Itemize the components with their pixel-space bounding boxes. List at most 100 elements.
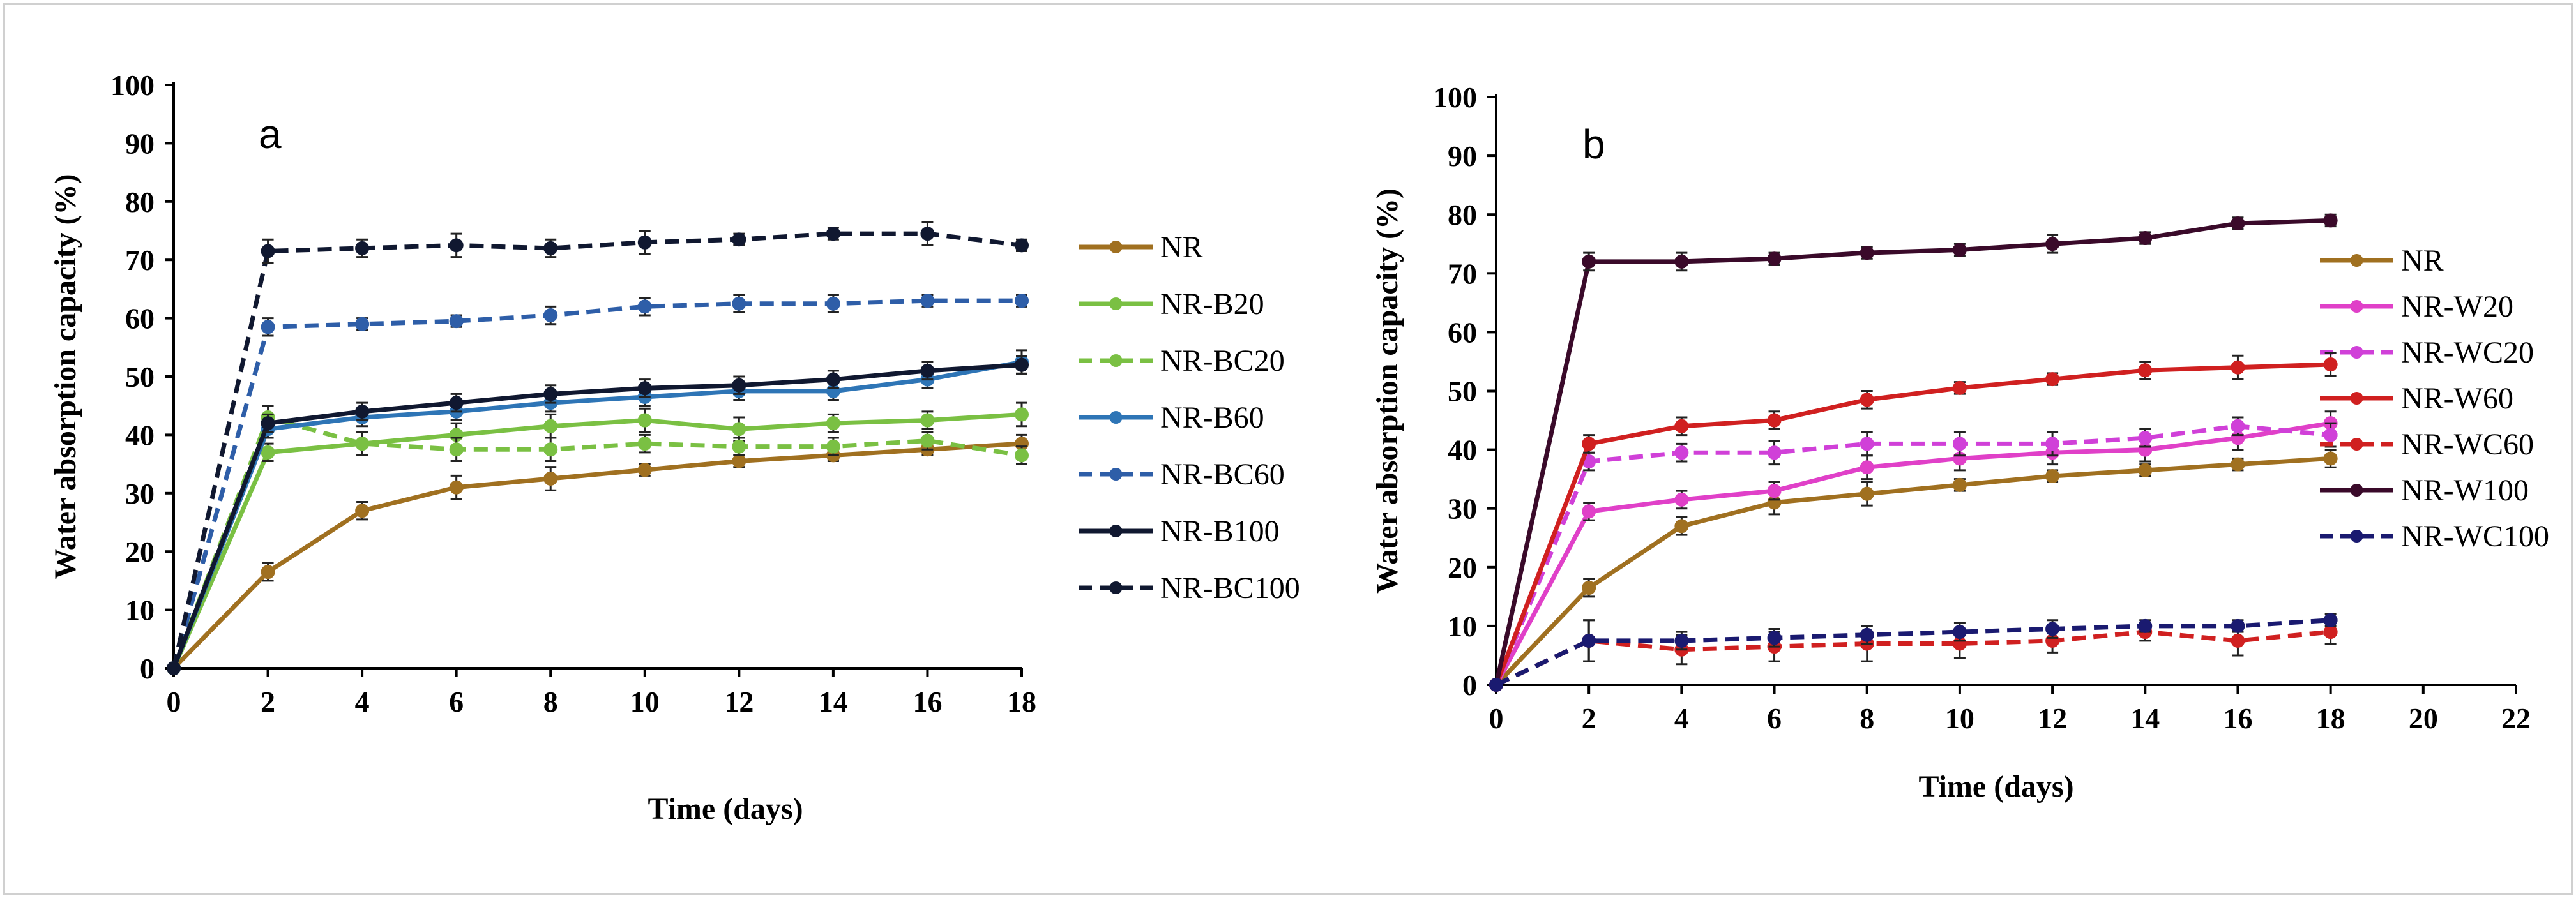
data-point: [449, 480, 464, 495]
data-point: [1582, 437, 1596, 451]
data-point: [2231, 419, 2245, 433]
x-tick-label: 18: [2316, 702, 2345, 735]
y-tick-label: 100: [1433, 81, 1477, 114]
series-line: [171, 415, 1022, 670]
x-axis-title: Time (days): [1918, 770, 2073, 804]
y-tick-label: 70: [1448, 257, 1477, 290]
series-line: [171, 359, 1022, 670]
data-point: [449, 314, 464, 329]
data-point: [637, 235, 652, 250]
legend-marker: [1109, 525, 1123, 537]
data-point: [826, 296, 840, 311]
data-point: [1767, 413, 1782, 428]
x-tick-label: 6: [1767, 702, 1782, 735]
x-tick-label: 16: [2223, 702, 2252, 735]
y-tick-label: 50: [125, 361, 155, 393]
data-point: [1674, 492, 1689, 507]
x-tick-label: 10: [1945, 702, 1974, 735]
x-tick-label: 6: [449, 685, 464, 718]
y-tick-label: 30: [1448, 493, 1477, 525]
data-point: [2231, 457, 2245, 472]
data-point: [543, 387, 558, 401]
data-point: [1952, 380, 1967, 395]
series-line: [1495, 629, 2331, 687]
x-tick-label: 0: [167, 685, 181, 718]
data-point: [261, 565, 275, 580]
series-nr: [1489, 449, 2338, 692]
data-point: [2323, 357, 2338, 372]
x-tick-label: 10: [630, 685, 660, 718]
y-tick-label: 90: [125, 127, 155, 160]
data-point: [2231, 216, 2245, 231]
data-point: [1767, 484, 1782, 498]
legend-label: NR-BC20: [1160, 344, 1285, 378]
series-line: [172, 441, 1022, 670]
y-tick-label: 20: [125, 535, 155, 568]
data-point: [1860, 627, 1874, 642]
x-tick-label: 8: [543, 685, 558, 718]
legend-label: NR: [1160, 230, 1203, 264]
data-point: [1582, 633, 1596, 648]
series-nr-wc20: [1489, 416, 2338, 692]
data-point: [1674, 633, 1689, 648]
data-point: [732, 422, 746, 437]
x-tick-label: 16: [913, 685, 942, 718]
data-point: [355, 317, 370, 331]
data-point: [167, 661, 181, 675]
data-point: [1489, 678, 1503, 692]
y-tick-label: 70: [125, 244, 155, 276]
data-point: [1767, 251, 1782, 266]
legend-marker: [2350, 530, 2363, 543]
legend-marker: [1109, 354, 1123, 367]
data-point: [2231, 633, 2245, 648]
data-point: [1582, 581, 1596, 595]
y-tick-label: 10: [125, 594, 155, 627]
data-point: [826, 439, 840, 454]
data-point: [826, 227, 840, 241]
series-line: [171, 363, 1022, 670]
series-line: [171, 298, 1022, 669]
data-point: [637, 437, 652, 451]
y-tick-label: 40: [1448, 434, 1477, 467]
legend-marker: [2350, 300, 2363, 313]
series-line: [171, 412, 1022, 670]
data-point: [543, 241, 558, 255]
data-point: [2323, 428, 2338, 442]
x-tick-label: 4: [1674, 702, 1689, 735]
legend-label: NR-WC20: [2401, 336, 2534, 370]
data-point: [920, 363, 935, 378]
data-point: [261, 445, 275, 460]
data-point: [449, 396, 464, 410]
series-nr-w60: [1489, 352, 2338, 692]
data-point: [732, 296, 746, 311]
data-point: [1860, 486, 1874, 501]
legend-marker: [2350, 346, 2363, 359]
legend-label: NR-W60: [2401, 382, 2513, 415]
data-point: [2323, 451, 2338, 466]
data-point: [2045, 372, 2060, 387]
legend-marker: [1109, 297, 1123, 310]
data-point: [1952, 243, 1967, 257]
data-point: [732, 232, 746, 247]
series-nr-w100: [1489, 213, 2338, 692]
x-tick-label: 2: [1582, 702, 1596, 735]
series-line: [1494, 362, 2331, 686]
x-tick-label: 20: [2409, 702, 2438, 735]
y-tick-label: 40: [125, 419, 155, 451]
y-tick-label: 60: [125, 303, 155, 335]
legend-marker: [1109, 241, 1123, 253]
panel-letter: b: [1582, 121, 1605, 167]
data-point: [2138, 463, 2153, 477]
series-nr-bc100: [167, 221, 1029, 675]
data-point: [1952, 437, 1967, 451]
y-tick-label: 90: [1448, 140, 1477, 172]
legend-label: NR-W100: [2401, 474, 2529, 507]
series-line: [1494, 421, 2331, 686]
data-point: [1674, 254, 1689, 269]
x-tick-label: 22: [2501, 702, 2531, 735]
data-point: [355, 504, 370, 518]
data-point: [449, 442, 464, 457]
data-point: [1767, 445, 1782, 460]
data-point: [637, 463, 652, 477]
data-point: [543, 471, 558, 486]
